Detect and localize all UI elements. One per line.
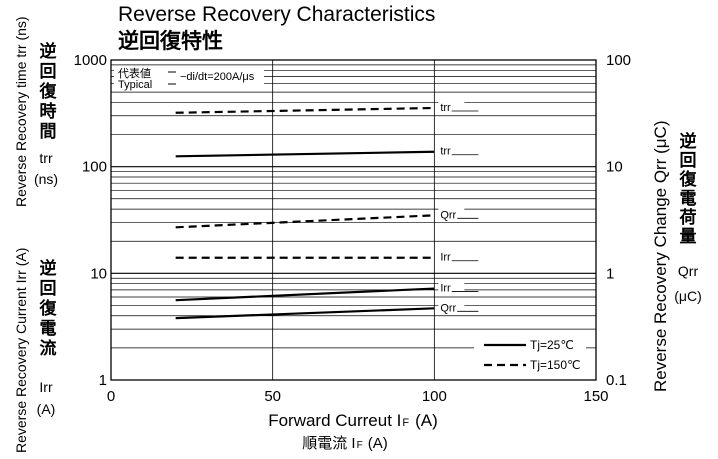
x-tick-label: 100 [422,388,447,405]
series-label-background [438,300,465,315]
series-label-trr: trr [440,102,451,114]
series-label-background [438,99,465,114]
annotation-typical-en: Typical [118,79,152,91]
x-axis-label-jp-unit: (A) [368,435,388,452]
chart-subtitle: 逆回復特性 [118,29,223,53]
y-left-bottom-jp-char: 流 [40,338,57,358]
annotation-condition: −di/dt=200A/μs [180,71,255,83]
series-label-background [438,143,465,158]
series-line-qrr [175,214,435,229]
series-line-trr [175,106,435,114]
series-line-trr [175,150,435,158]
legend-background [474,334,586,374]
x-axis-label-jp-main: 順電流 I [302,435,355,452]
series-line-qrr [175,307,435,320]
y-right-tick-label: 100 [606,52,631,69]
y-left-tick-label: 100 [82,159,107,176]
annotation-background [114,66,264,89]
x-axis-label-jp: 順電流 IF (A) [302,435,387,452]
series-label-irr: Irr [440,283,451,295]
y-axis-label-left-bottom: Reverse Recovery Current Irr (A) [13,248,29,453]
y-right-jp-char: 復 [679,169,698,189]
y-left-bottom-symbol: Irr [39,379,53,395]
y-right-unit: (μC) [674,288,702,304]
y-left-bottom-unit: (A) [37,401,56,417]
x-axis-label-sub: F [402,417,409,429]
tick-label-group: 0 50 100 150 1 10 100 1000 0.1 1 10 100 [74,52,631,405]
x-tick-label: 0 [107,388,115,405]
y-right-tick-label: 0.1 [606,372,627,389]
series-label-qrr: Qrr [440,209,456,221]
y-left-bottom-jp-char: 電 [40,319,57,338]
series-label-trr: trr [440,146,451,158]
y-right-jp-char: 電 [680,189,697,208]
x-tick-label: 150 [583,388,608,405]
y-right-tick-label: 1 [606,265,614,282]
y-left-tick-label: 1 [99,372,107,389]
annotation-typical-jp: 代表値 [118,66,151,80]
grid [111,60,596,380]
series-group [175,106,435,320]
y-left-top-jp-char: 回 [40,62,57,81]
y-left-bottom-jp-char: 逆 [40,258,57,278]
typical-annotation: 代表値 Typical −di/dt=200A/μs [114,66,264,91]
y-left-top-jp-char: 復 [39,81,58,101]
y-right-symbol: Qrr [678,263,699,279]
x-axis-label-unit: (A) [415,411,438,430]
series-label-irr: Irr [440,252,451,264]
x-tick-label: 50 [264,388,281,405]
plot-frame [110,59,597,381]
y-left-top-symbol: trr [39,150,53,166]
y-right-jp-char: 荷 [680,207,697,227]
y-right-tick-label: 10 [606,159,623,176]
x-axis-label-main: Forward Curreut I [268,411,401,430]
series-label-background [438,280,465,295]
series-label-qrr: Qrr [440,302,456,314]
series-label-background [438,249,465,264]
legend-label: Tj=150℃ [530,358,581,372]
legend: Tj=25℃ Tj=150℃ [474,334,586,374]
y-right-jp-char: 回 [680,151,697,170]
y-left-tick-label: 10 [90,265,107,282]
legend-label: Tj=25℃ [530,338,574,352]
x-axis-label: Forward Curreut IF (A) [268,411,438,430]
series-line-irr [175,287,435,302]
y-left-top-jp-char: 間 [40,122,57,141]
chart-title: Reverse Recovery Characteristics [118,3,435,26]
y-axis-label-right: Reverse Recovery Change Qrr (μC) [651,121,670,393]
x-axis-label-jp-sub: F [357,440,363,451]
series-label-group: trr trr Qrr Irr Irr Qrr [438,99,479,315]
y-right-jp-char: 逆 [680,131,697,151]
y-axis-label-left-top: Reverse Recovery time trr (ns) [13,16,29,207]
y-right-jp-char: 量 [680,226,697,246]
y-left-top-jp-char: 時 [40,101,57,121]
y-left-top-jp-char: 逆 [40,41,57,61]
y-left-bottom-jp-char: 回 [40,279,57,298]
y-left-bottom-jp-char: 復 [39,298,58,318]
y-left-tick-label: 1000 [74,52,107,69]
y-left-top-unit: (ns) [34,171,58,187]
series-label-background [438,207,465,222]
